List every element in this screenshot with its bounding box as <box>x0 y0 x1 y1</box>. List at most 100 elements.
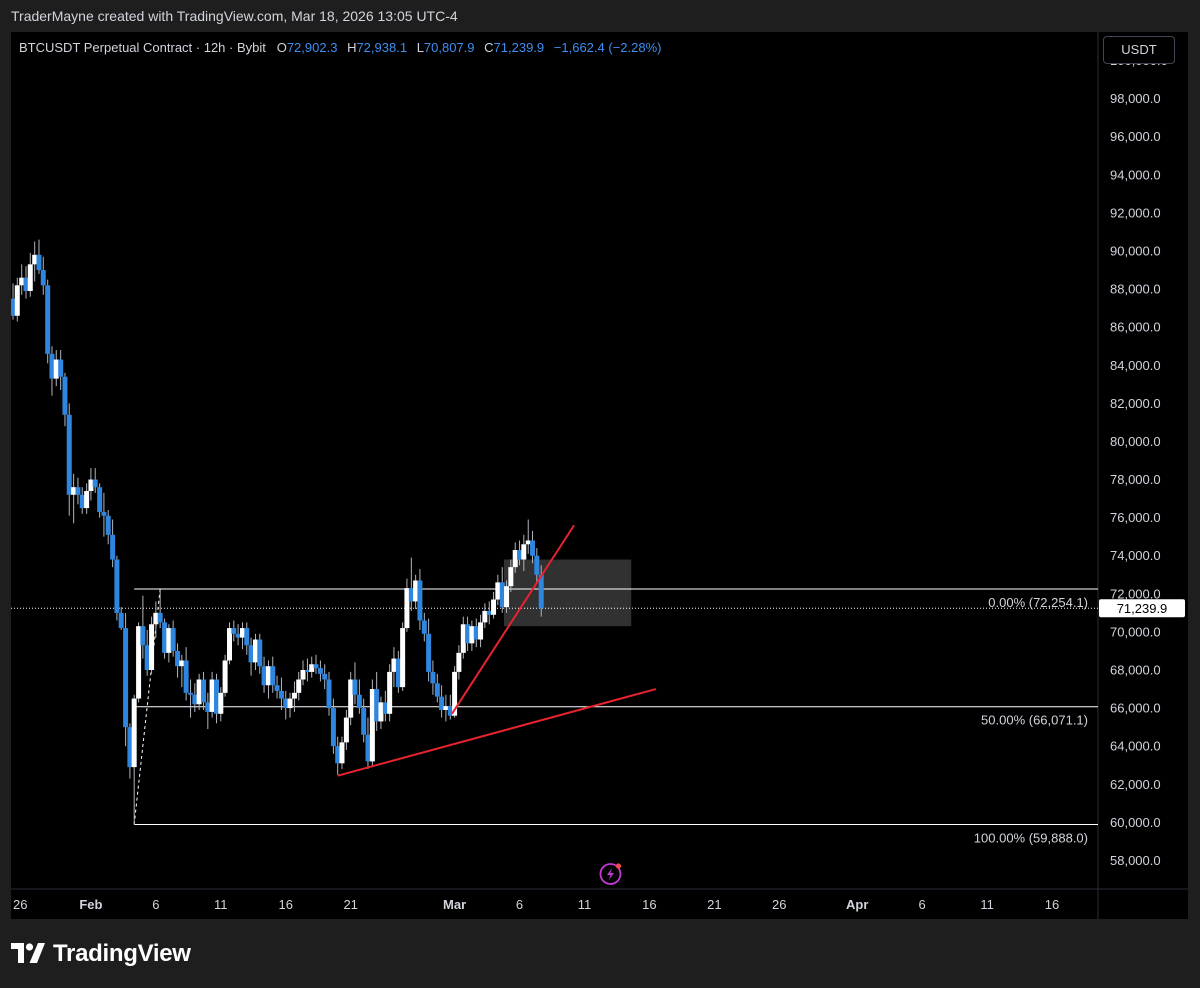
bear-candle[interactable] <box>235 633 241 638</box>
range-zone[interactable] <box>503 559 632 627</box>
bear-candle[interactable] <box>534 555 540 575</box>
bull-candle[interactable] <box>339 742 345 764</box>
price-chart[interactable]: 58,000.0 60,000.0 62,000.0 64,000.0 66,000.0… <box>11 32 1188 919</box>
bear-candle[interactable] <box>62 376 68 415</box>
bull-candle[interactable] <box>222 660 228 693</box>
bull-candle[interactable] <box>413 580 419 602</box>
bear-candle[interactable] <box>421 620 427 634</box>
bull-candle[interactable] <box>343 717 349 743</box>
bull-candle[interactable] <box>504 586 510 608</box>
bear-candle[interactable] <box>23 277 29 292</box>
bull-candle[interactable] <box>512 550 518 568</box>
bear-candle[interactable] <box>356 694 362 709</box>
bear-candle[interactable] <box>361 708 367 735</box>
bull-candle[interactable] <box>391 658 397 672</box>
bull-candle[interactable] <box>443 706 449 710</box>
bear-candle[interactable] <box>58 359 64 377</box>
bear-candle[interactable] <box>97 487 103 512</box>
bull-candle[interactable] <box>469 626 475 644</box>
bear-candle[interactable] <box>110 534 116 560</box>
bull-candle[interactable] <box>88 479 94 491</box>
bear-candle[interactable] <box>175 650 181 667</box>
bear-candle[interactable] <box>274 685 280 691</box>
bull-candle[interactable] <box>287 698 293 709</box>
bear-candle[interactable] <box>322 673 328 680</box>
bear-candle[interactable] <box>123 628 129 728</box>
bear-candle[interactable] <box>278 690 284 699</box>
bear-candle[interactable] <box>517 550 523 560</box>
bear-candle[interactable] <box>426 633 432 672</box>
bear-candle[interactable] <box>304 669 310 672</box>
bear-candle[interactable] <box>66 414 72 495</box>
bear-candle[interactable] <box>374 689 380 722</box>
bear-candle[interactable] <box>430 671 436 684</box>
bear-candle[interactable] <box>205 702 211 712</box>
bull-candle[interactable] <box>149 624 155 670</box>
bull-candle[interactable] <box>508 567 514 587</box>
bear-candle[interactable] <box>183 660 189 693</box>
bear-candle[interactable] <box>101 511 107 516</box>
bear-candle[interactable] <box>330 708 336 747</box>
bear-candle[interactable] <box>473 626 479 640</box>
bear-candle[interactable] <box>214 679 220 714</box>
bear-candle[interactable] <box>45 285 51 354</box>
bull-candle[interactable] <box>179 660 185 667</box>
bull-candle[interactable] <box>32 254 38 265</box>
trendline[interactable] <box>337 688 657 777</box>
bull-candle[interactable] <box>460 624 466 653</box>
bear-candle[interactable] <box>170 628 176 651</box>
bear-candle[interactable] <box>317 668 323 674</box>
bear-candle[interactable] <box>162 622 168 653</box>
bear-candle[interactable] <box>465 624 471 644</box>
bear-candle[interactable] <box>105 515 111 535</box>
bull-candle[interactable] <box>456 652 462 672</box>
bull-candle[interactable] <box>521 544 527 560</box>
bull-candle[interactable] <box>400 628 406 688</box>
bear-candle[interactable] <box>395 658 401 688</box>
bear-candle[interactable] <box>365 734 371 762</box>
bear-candle[interactable] <box>434 683 440 697</box>
bull-candle[interactable] <box>482 610 488 623</box>
bull-candle[interactable] <box>478 622 484 640</box>
bear-candle[interactable] <box>326 679 332 709</box>
currency-button[interactable]: USDT <box>1103 36 1175 64</box>
bear-candle[interactable] <box>140 626 146 646</box>
bear-candle[interactable] <box>417 580 423 621</box>
bear-candle[interactable] <box>157 612 163 623</box>
bear-candle[interactable] <box>283 698 289 709</box>
bear-candle[interactable] <box>127 727 133 768</box>
bear-candle[interactable] <box>335 746 341 764</box>
bear-candle[interactable] <box>231 628 237 634</box>
bear-candle[interactable] <box>36 254 42 271</box>
bear-candle[interactable] <box>270 666 276 686</box>
bear-candle[interactable] <box>75 487 81 495</box>
bear-candle[interactable] <box>408 588 414 602</box>
bull-candle[interactable] <box>525 540 531 545</box>
bull-candle[interactable] <box>153 612 159 625</box>
bear-candle[interactable] <box>92 479 98 488</box>
bear-candle[interactable] <box>144 645 150 670</box>
bull-candle[interactable] <box>53 359 59 379</box>
bull-candle[interactable] <box>239 628 245 638</box>
trendline[interactable] <box>451 524 575 715</box>
bear-candle[interactable] <box>313 664 319 669</box>
bear-candle[interactable] <box>248 645 254 663</box>
bull-candle[interactable] <box>491 599 497 615</box>
bear-candle[interactable] <box>499 582 505 608</box>
bear-candle[interactable] <box>538 574 544 609</box>
bear-candle[interactable] <box>257 639 263 667</box>
bull-candle[interactable] <box>71 487 77 495</box>
bear-candle[interactable] <box>244 628 250 646</box>
bull-candle[interactable] <box>14 285 20 316</box>
bear-candle[interactable] <box>11 298 16 316</box>
bull-candle[interactable] <box>84 490 90 509</box>
bull-candle[interactable] <box>27 264 33 292</box>
bull-candle[interactable] <box>265 666 271 686</box>
bear-candle[interactable] <box>530 540 536 556</box>
bear-candle[interactable] <box>192 694 198 705</box>
bear-candle[interactable] <box>352 679 358 695</box>
bear-candle[interactable] <box>382 702 388 714</box>
bull-candle[interactable] <box>309 664 315 672</box>
bull-candle[interactable] <box>196 679 202 705</box>
lightning-icon[interactable] <box>599 863 622 885</box>
